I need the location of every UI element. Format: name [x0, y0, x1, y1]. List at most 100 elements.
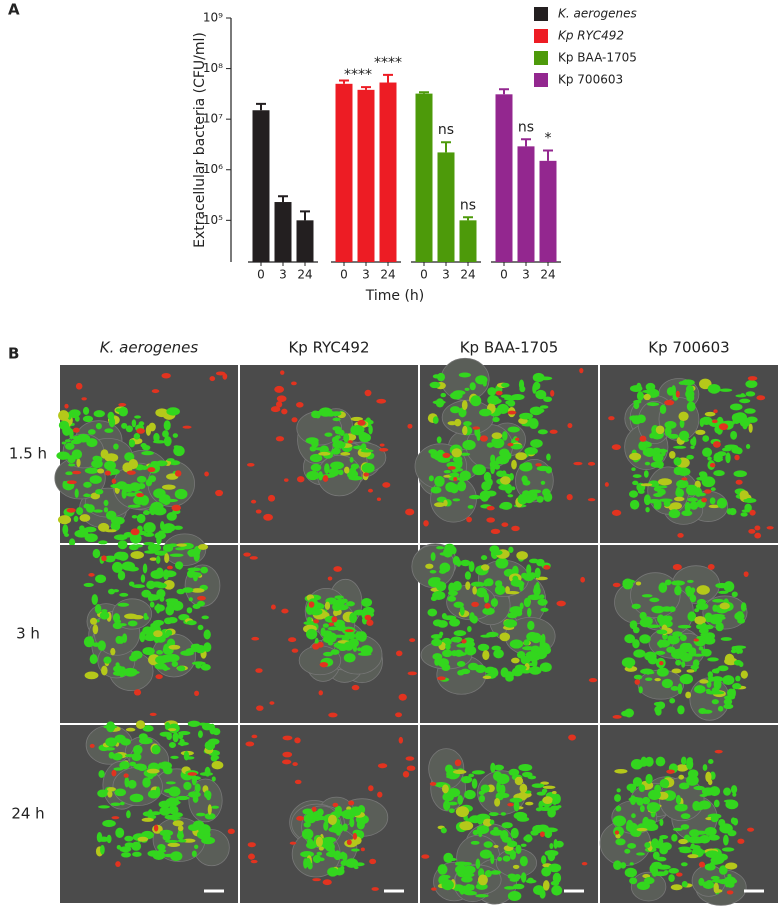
bacteria-red	[611, 509, 622, 516]
bacteria-green	[324, 432, 333, 437]
bacteria-green	[703, 636, 716, 645]
bacteria-green	[469, 494, 481, 500]
bacteria-green	[69, 409, 80, 419]
bacteria-green	[121, 561, 136, 571]
bacteria-green	[709, 786, 721, 797]
bacteria-green	[337, 604, 349, 611]
bacteria-green	[726, 688, 736, 698]
bacteria-green	[674, 585, 682, 596]
bacteria-green	[517, 493, 528, 505]
bacteria-green	[668, 874, 675, 882]
bacteria-green	[510, 443, 523, 450]
bar	[274, 202, 292, 262]
bacteria-red	[363, 472, 369, 477]
bacteria-green	[518, 763, 533, 772]
bacteria-red	[182, 425, 192, 429]
bacteria-red	[484, 603, 491, 609]
bacteria-green	[194, 643, 200, 648]
bacteria-green	[129, 761, 137, 767]
bacteria-red	[405, 756, 415, 761]
bacteria-green	[528, 418, 539, 429]
bacteria-green	[145, 479, 153, 487]
bacteria-green	[198, 543, 209, 550]
bacteria-green	[631, 603, 641, 610]
bacteria-green	[508, 546, 514, 553]
bacteria-green	[204, 812, 216, 820]
bacteria-green	[131, 752, 142, 762]
bacteria-green	[142, 647, 155, 656]
bacteria-green	[516, 551, 528, 560]
bacteria-green	[166, 732, 172, 740]
bacteria-green	[357, 631, 367, 642]
bacteria-green	[61, 441, 67, 445]
bacteria-green	[64, 533, 69, 537]
bacteria-red	[88, 573, 95, 577]
bacteria-red	[328, 622, 335, 626]
bacteria-green	[441, 879, 454, 891]
bacteria-green	[528, 489, 542, 494]
bacteria-green	[446, 461, 458, 468]
bacteria-green	[679, 634, 687, 642]
bacteria-red	[556, 600, 566, 607]
bacteria-red	[111, 478, 117, 484]
bacteria-green	[310, 463, 322, 472]
bacteria-green	[82, 415, 94, 423]
bacteria-green	[121, 488, 127, 499]
bacteria-green	[450, 636, 463, 643]
bacteria-green	[515, 844, 522, 855]
bacteria-green	[113, 443, 119, 450]
bacteria-green	[490, 870, 502, 875]
bacteria-green	[694, 608, 700, 613]
bacteria-green	[653, 503, 662, 510]
bacteria-green	[678, 838, 688, 845]
bacteria-green	[342, 823, 348, 832]
bacteria-green	[98, 805, 110, 809]
bacteria-red	[351, 684, 360, 691]
error-bar	[300, 210, 310, 221]
bacteria-red	[328, 712, 338, 718]
bacteria-green	[327, 867, 339, 877]
bacteria-green	[521, 771, 533, 778]
bacteria-red	[245, 741, 255, 747]
bacteria-green	[641, 594, 653, 598]
bacteria-red	[675, 872, 683, 877]
bacteria-green	[323, 651, 334, 657]
bacteria-red	[248, 853, 255, 860]
bacteria-green	[197, 624, 204, 631]
bacteria-green	[739, 490, 749, 500]
bacteria-green	[745, 391, 756, 397]
bacteria-green	[702, 764, 708, 771]
bacteria-green	[115, 408, 121, 412]
bacteria-green	[306, 470, 320, 481]
bacteria-green	[526, 564, 532, 575]
bacteria-green	[678, 782, 690, 790]
bacteria-green	[157, 844, 166, 851]
bacteria-green	[74, 529, 89, 538]
bacteria-green	[645, 773, 653, 784]
bacteria-green	[471, 770, 485, 775]
bacteria-green	[499, 504, 505, 509]
bacteria-green	[615, 833, 621, 839]
bacteria-red	[540, 831, 545, 838]
bacteria-green	[616, 788, 621, 793]
bacteria-red	[197, 595, 206, 601]
bacteria-green	[670, 686, 679, 691]
bacteria-green	[57, 515, 72, 525]
x-tick-label: 3	[442, 268, 450, 282]
bacteria-green	[719, 388, 733, 392]
bacteria-green	[138, 421, 145, 426]
bacteria-green	[639, 638, 650, 643]
bacteria-red	[395, 712, 403, 718]
bacteria-red	[402, 771, 410, 778]
bacteria-green	[686, 669, 695, 673]
bacteria-red	[379, 447, 389, 452]
bacteria-green	[731, 591, 738, 598]
bacteria-green	[730, 649, 737, 654]
bacteria-red	[312, 878, 321, 882]
bacteria-green	[177, 665, 186, 672]
bacteria-red	[639, 435, 647, 442]
bacteria-red	[296, 476, 305, 483]
bacteria-green	[451, 448, 462, 458]
bacteria-green	[194, 844, 199, 850]
bacteria-green	[727, 873, 732, 878]
